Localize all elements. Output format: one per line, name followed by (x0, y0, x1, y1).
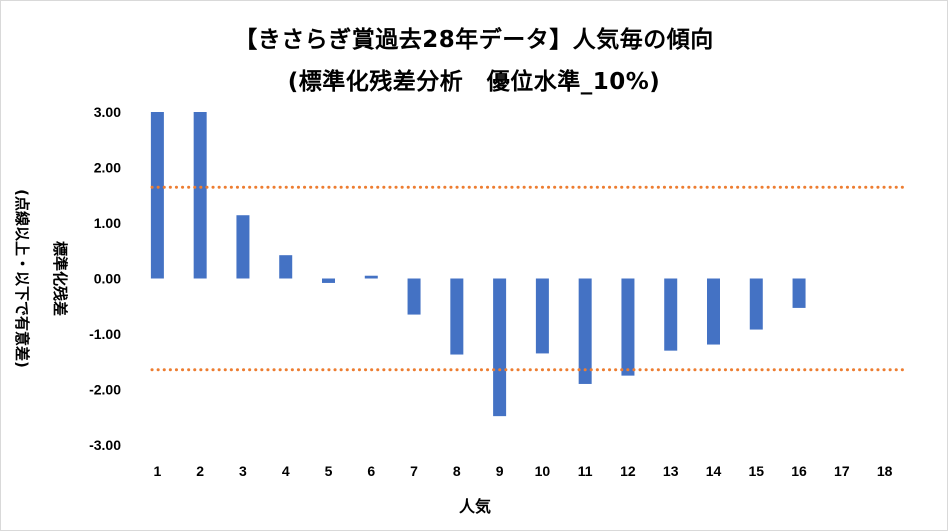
bar (236, 215, 250, 279)
bar (407, 278, 421, 315)
bar (279, 255, 293, 279)
bar (578, 278, 592, 384)
bar (493, 278, 507, 417)
bar (792, 278, 806, 308)
x-tick-label: 4 (282, 463, 290, 479)
x-tick-label: 6 (367, 463, 375, 479)
bar (193, 112, 207, 279)
x-tick-label: 18 (877, 463, 893, 479)
x-tick-label: 13 (663, 463, 679, 479)
x-tick-label: 12 (620, 463, 636, 479)
bar (707, 278, 720, 345)
x-tick-label: 8 (453, 463, 461, 479)
x-tick-label: 16 (791, 463, 807, 479)
y-axis-ticks: 3.00 2.00 1.00 0.00 -1.00 -2.00 -3.00 (89, 104, 121, 453)
x-tick-label: 3 (239, 463, 247, 479)
chart-subtitle: (標準化残差分析 優位水準_10%) (287, 69, 661, 95)
bar (322, 278, 335, 283)
bar (535, 278, 549, 354)
bar (749, 278, 763, 330)
x-tick-label: 7 (410, 463, 418, 479)
y-tick-label: -2.00 (89, 382, 121, 398)
bar (150, 112, 164, 279)
y-axis-label: 標準化残差 (50, 240, 69, 316)
y-tick-label: 3.00 (94, 104, 121, 120)
threshold-lines (150, 185, 906, 372)
x-tick-label: 1 (153, 463, 161, 479)
y-tick-label: 0.00 (94, 271, 121, 287)
x-axis-ticks: 1 2 3 4 5 6 7 8 9 10 11 12 13 14 15 16 17 18 (153, 463, 892, 479)
y-tick-label: -1.00 (89, 326, 121, 342)
x-tick-label: 14 (706, 463, 722, 479)
x-tick-label: 15 (748, 463, 764, 479)
x-tick-label: 2 (196, 463, 204, 479)
bar-series (150, 112, 806, 417)
y-axis-label-note: (点線以上・以下で有意差) (12, 188, 31, 368)
bar (364, 275, 378, 279)
x-tick-label: 9 (496, 463, 504, 479)
y-tick-label: 2.00 (94, 160, 121, 176)
bar (450, 278, 464, 355)
x-tick-label: 11 (578, 463, 593, 479)
x-tick-label: 5 (325, 463, 333, 479)
bar (621, 278, 635, 376)
x-axis-label: 人気 (459, 497, 491, 516)
chart-title: 【きさらぎ賞過去28年データ】人気毎の傾向 (234, 27, 714, 53)
x-tick-label: 10 (535, 463, 551, 479)
x-tick-label: 17 (834, 463, 850, 479)
y-tick-label: 1.00 (94, 215, 121, 231)
y-tick-label: -3.00 (89, 437, 121, 453)
bar (664, 278, 678, 351)
